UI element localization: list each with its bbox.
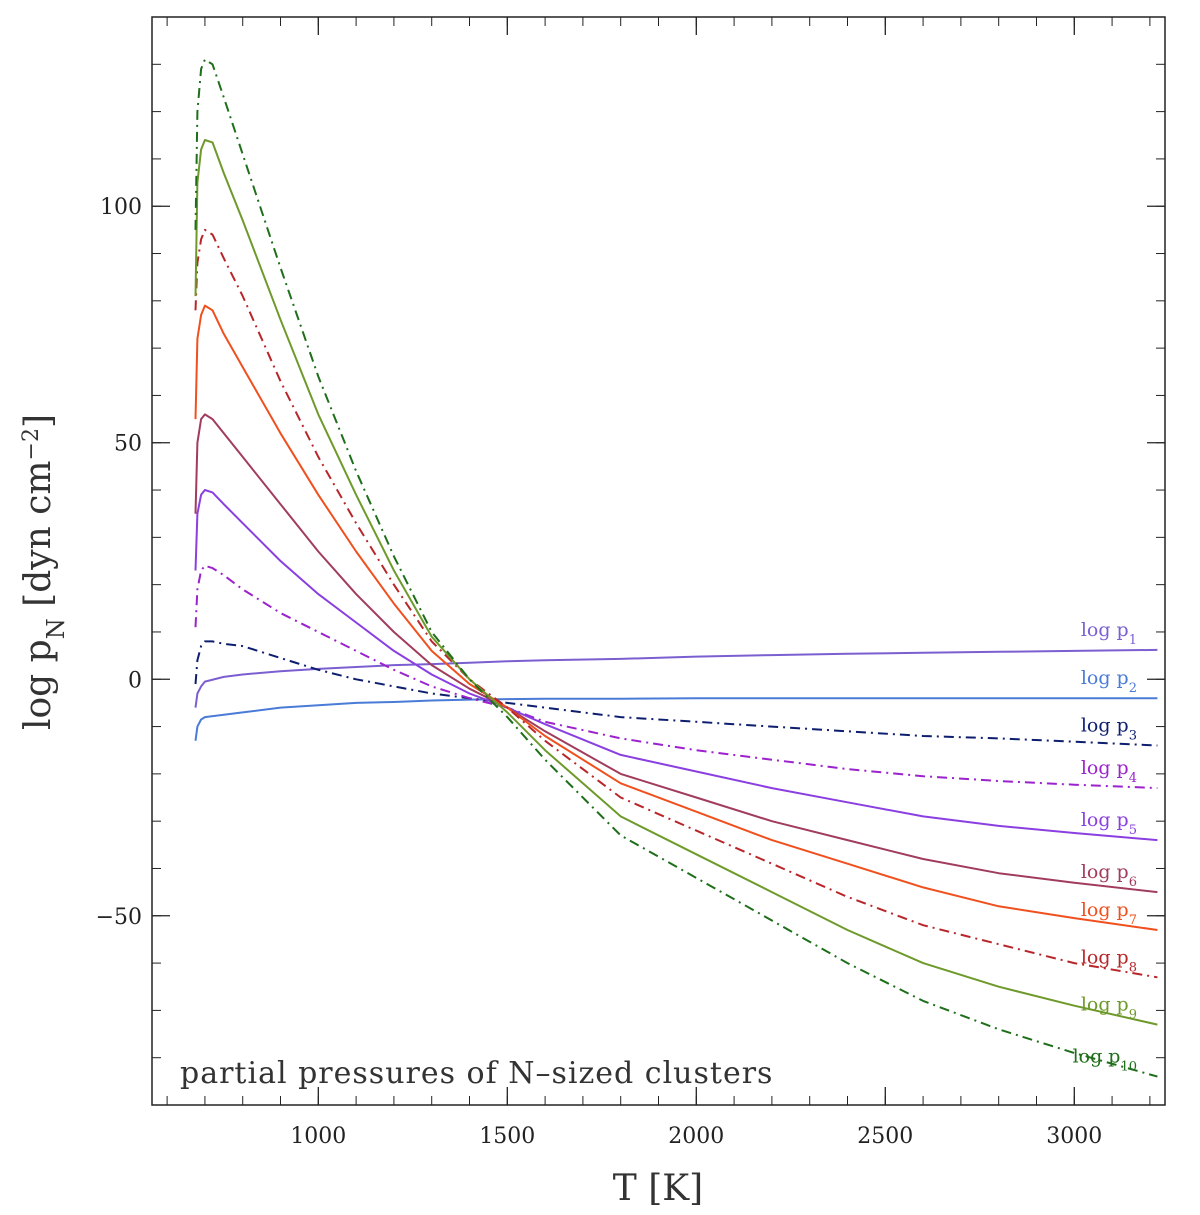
y-axis-title-base: log p — [18, 639, 59, 730]
series-label-sub: 8 — [1129, 960, 1137, 975]
series-label-base: log p — [1081, 809, 1129, 831]
series-label-base: log p — [1081, 899, 1129, 921]
series-label-p5: log p5 — [1081, 809, 1137, 838]
series-line-p4 — [194, 564, 1158, 790]
series-label-base: log p — [1081, 946, 1129, 968]
series-label-p6: log p6 — [1081, 861, 1137, 890]
x-tick-label: 2500 — [857, 1124, 913, 1149]
axis-ticks: 1000 1500 2000 2500 3000 100 50 0 −50 — [96, 16, 1165, 1149]
series-label-base: log p — [1073, 1046, 1121, 1068]
series-label-sub: 3 — [1129, 728, 1137, 743]
annotation-text: partial pressures of N–sized clusters — [180, 1056, 773, 1091]
y-axis-title: log pN [dyn cm−2] — [18, 414, 70, 730]
x-axis-title: T [K] — [613, 1168, 703, 1209]
x-tick-label: 1000 — [290, 1124, 346, 1149]
series-label-base: log p — [1081, 994, 1129, 1016]
series-label-base: log p — [1081, 757, 1129, 779]
series-label-p8: log p8 — [1081, 946, 1137, 975]
series-line-p3 — [194, 640, 1158, 747]
series-layer — [194, 58, 1158, 1078]
series-label-base: log p — [1081, 619, 1129, 641]
series-line-p10 — [194, 58, 1158, 1078]
y-tick-label: 0 — [128, 668, 142, 693]
y-tick-label: 50 — [114, 432, 142, 457]
series-label-p3: log p3 — [1081, 714, 1137, 743]
y-axis-title-close: ] — [18, 414, 59, 428]
y-tick-label: −50 — [96, 905, 142, 930]
series-label-sub: 5 — [1129, 823, 1137, 838]
series-label-sub: 7 — [1129, 912, 1137, 927]
series-label-p1: log p1 — [1081, 619, 1137, 648]
series-label-p4: log p4 — [1081, 757, 1137, 786]
series-line-p5 — [194, 489, 1158, 842]
series-label-sub: 10 — [1120, 1059, 1137, 1074]
series-label-p2: log p2 — [1081, 667, 1137, 696]
series-label-base: log p — [1081, 861, 1129, 883]
series-line-p1 — [194, 648, 1158, 708]
series-label-sub: 4 — [1129, 771, 1137, 786]
series-label-p10: log p10 — [1073, 1046, 1137, 1075]
series-line-p6 — [194, 413, 1158, 894]
series-line-p9 — [194, 139, 1158, 1026]
y-axis-title-sub: N — [42, 618, 70, 639]
series-label-p9: log p9 — [1081, 994, 1137, 1023]
series-line-p7 — [194, 304, 1158, 931]
series-line-p8 — [194, 228, 1158, 979]
y-tick-label: 100 — [100, 195, 142, 220]
y-axis-title-sup: −2 — [19, 428, 44, 460]
plot-frame — [151, 16, 1166, 1106]
series-label-base: log p — [1081, 714, 1129, 736]
x-tick-label: 2000 — [668, 1124, 724, 1149]
series-label-sub: 1 — [1129, 632, 1137, 647]
x-tick-label: 1500 — [479, 1124, 535, 1149]
series-label-sub: 6 — [1129, 875, 1137, 890]
series-label-base: log p — [1081, 667, 1129, 689]
x-tick-label: 3000 — [1046, 1124, 1102, 1149]
series-label-sub: 2 — [1129, 681, 1137, 696]
series-line-p2 — [194, 697, 1158, 741]
y-axis-title-unit: [dyn cm — [18, 460, 59, 618]
series-label-sub: 9 — [1129, 1007, 1137, 1022]
series-label-p7: log p7 — [1081, 899, 1137, 928]
